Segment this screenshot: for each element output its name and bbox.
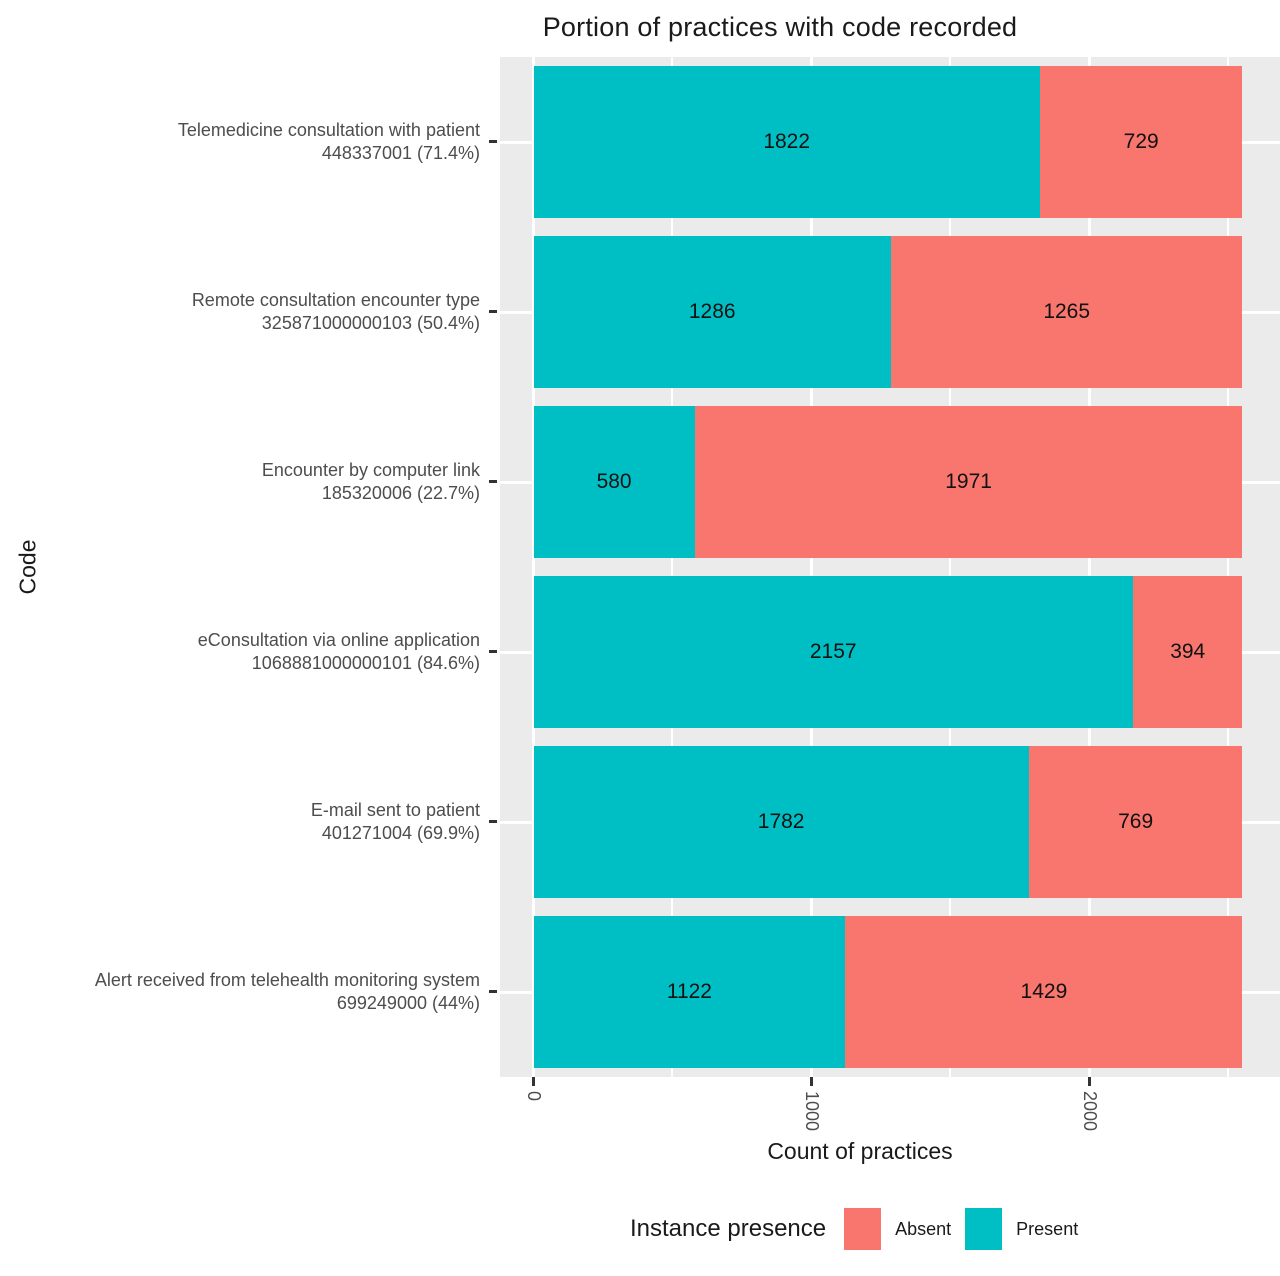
minor-gridline — [671, 57, 674, 1077]
bar-value-label: 394 — [1170, 640, 1206, 663]
legend-entries: Absent Present — [844, 1208, 1078, 1250]
bar-segment-absent: 1429 — [845, 916, 1243, 1068]
x-tick-mark — [809, 1077, 813, 1086]
x-tick-label: 1000 — [801, 1091, 822, 1132]
bar-segment-present: 1286 — [533, 236, 891, 388]
y-tick-mark — [489, 990, 497, 993]
x-tick-label: 2000 — [1079, 1091, 1100, 1132]
y-axis-label: Alert received from telehealth monitorin… — [94, 970, 480, 1013]
y-axis-label: E-mail sent to patient 401271004 (69.9%) — [310, 800, 480, 843]
y-axis-label: eConsultation via online application 1068… — [197, 630, 480, 673]
bar-segment-present: 1122 — [533, 916, 846, 1068]
minor-gridline — [949, 57, 952, 1077]
bar-value-label: 1822 — [763, 130, 811, 153]
bar-segment-absent: 394 — [1132, 576, 1243, 728]
legend-title: Instance presence — [630, 1215, 827, 1242]
bar-value-label: 1122 — [666, 980, 712, 1003]
x-tick-mark — [1087, 1077, 1091, 1086]
bar-segment-present: 1822 — [533, 66, 1040, 218]
plot-title: Portion of practices with code recorded — [542, 12, 1018, 42]
x-tick-label: 0 — [524, 1091, 544, 1102]
x-tick-mark — [532, 1077, 535, 1086]
bar-segment-present: 1782 — [533, 746, 1029, 898]
bar-segment-absent: 769 — [1028, 746, 1243, 898]
bar-value-label: 1286 — [688, 300, 736, 323]
x-axis-title: Count of practices — [767, 1138, 953, 1164]
y-tick-mark — [489, 140, 497, 143]
legend: Instance presence Absent Present — [630, 1208, 1078, 1250]
legend-swatch-present — [965, 1208, 1003, 1250]
y-tick-mark — [489, 310, 497, 313]
y-tick-mark — [489, 820, 497, 823]
plot-panel: 1822 729 1286 1265 580 1971 2157 394 1782 769 1122… — [500, 57, 1280, 1077]
legend-swatch-absent — [844, 1208, 882, 1250]
x-axis-ticks: 0 1000 2000 — [0, 1077, 1280, 1157]
bar-value-label: 1429 — [1020, 980, 1068, 1003]
legend-item-present: Present — [965, 1208, 1078, 1250]
bar-value-label: 1265 — [1043, 300, 1091, 323]
bar-value-label: 580 — [596, 470, 632, 493]
legend-item-absent: Absent — [844, 1208, 951, 1250]
y-axis-labels: Telemedicine consultation with patient 44… — [0, 0, 500, 1100]
minor-gridline — [1227, 57, 1230, 1077]
y-axis-label: Telemedicine consultation with patient 44… — [177, 120, 480, 163]
bar-value-label: 1971 — [945, 470, 992, 493]
bar-value-label: 2157 — [809, 640, 857, 663]
bar-segment-absent: 1265 — [890, 236, 1243, 388]
bar-value-label: 1782 — [757, 810, 805, 833]
legend-label: Absent — [895, 1218, 952, 1239]
bar-segment-present: 2157 — [533, 576, 1133, 728]
major-gridline — [1087, 57, 1091, 1077]
bar-segment-absent: 1971 — [694, 406, 1243, 558]
y-axis-label: Encounter by computer link 185320006 (22.… — [261, 460, 480, 503]
bar-value-label: 729 — [1123, 130, 1159, 153]
bar-value-label: 769 — [1118, 810, 1154, 833]
major-gridline — [809, 57, 813, 1077]
bar-segment-absent: 729 — [1039, 66, 1243, 218]
y-tick-mark — [489, 650, 497, 653]
bar-segment-present: 580 — [533, 406, 695, 558]
major-gridline — [532, 57, 535, 1077]
y-tick-mark — [489, 480, 497, 483]
y-axis-label: Remote consultation encounter type 325871… — [191, 290, 480, 333]
legend-label: Present — [1016, 1218, 1079, 1239]
